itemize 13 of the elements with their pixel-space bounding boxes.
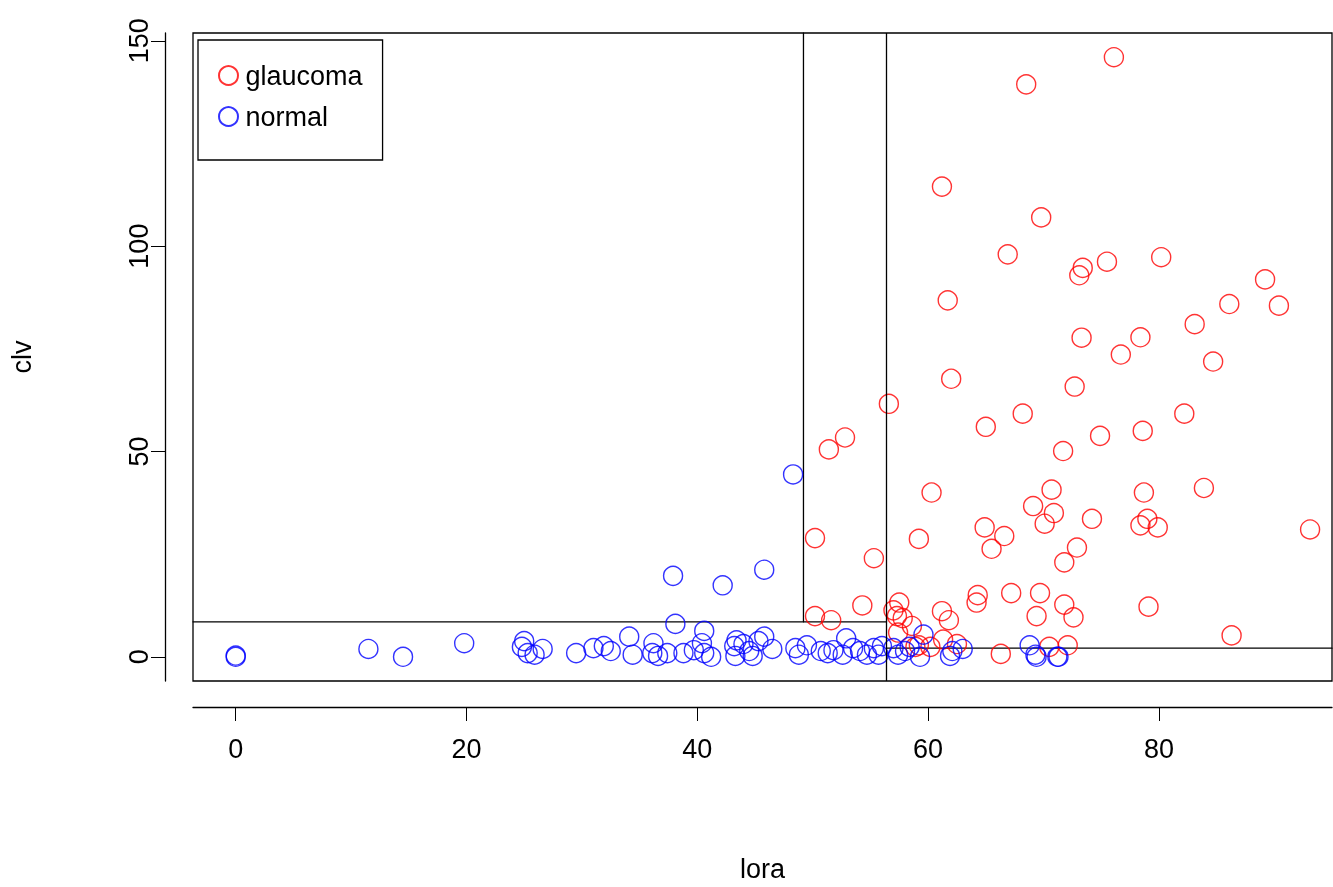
legend-label: normal — [245, 101, 329, 132]
y-tick-label: 50 — [124, 436, 154, 467]
x-tick-label: 20 — [451, 733, 482, 764]
y-axis-title: clv — [6, 340, 37, 374]
legend-label: glaucoma — [245, 60, 364, 91]
y-tick-label: 100 — [124, 223, 154, 269]
x-tick-label: 40 — [682, 733, 713, 764]
x-tick-label: 60 — [913, 733, 944, 764]
x-tick-label: 80 — [1143, 733, 1174, 764]
y-tick-label: 0 — [124, 649, 154, 665]
y-tick-label: 150 — [124, 18, 154, 64]
x-axis-title: lora — [739, 853, 786, 884]
x-tick-label: 0 — [228, 733, 244, 764]
